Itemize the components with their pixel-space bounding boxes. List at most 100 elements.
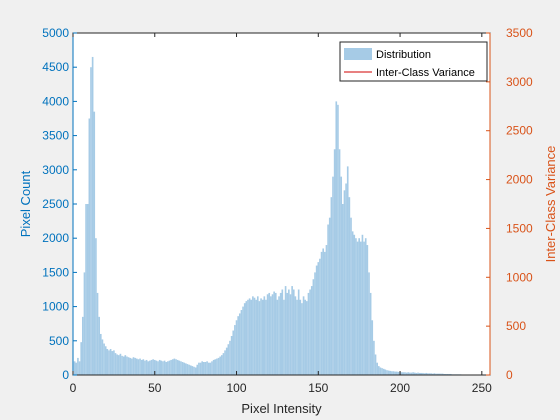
histogram-bar xyxy=(116,354,118,375)
histogram-bar xyxy=(371,320,374,375)
histogram-bar xyxy=(420,372,423,375)
histogram-bar xyxy=(162,361,164,375)
histogram-bar xyxy=(353,234,356,375)
histogram-bar xyxy=(268,292,271,375)
histogram-bar xyxy=(441,373,444,375)
histogram-bar xyxy=(127,357,130,375)
y-left-tick-label: 5000 xyxy=(42,26,69,40)
histogram-bar xyxy=(417,372,419,375)
histogram-bar xyxy=(410,372,413,375)
histogram-bar xyxy=(348,197,351,375)
histogram-bar xyxy=(289,294,292,375)
histogram-bar xyxy=(183,362,186,375)
histogram-bar xyxy=(438,373,441,375)
histogram-bar xyxy=(350,217,352,375)
histogram-bar xyxy=(106,349,109,375)
histogram-bar xyxy=(253,297,256,375)
histogram-bar xyxy=(189,365,192,375)
histogram-bar xyxy=(330,197,333,375)
histogram-bar xyxy=(392,371,395,375)
y-left-tick-label: 500 xyxy=(49,334,69,348)
histogram-bar xyxy=(247,299,249,375)
histogram-bar xyxy=(361,234,364,375)
histogram-bar xyxy=(85,204,87,375)
histogram-bar xyxy=(176,359,179,375)
histogram-bar xyxy=(422,372,424,375)
histogram-bar xyxy=(258,301,261,375)
histogram-bar xyxy=(274,292,277,375)
histogram-bar xyxy=(95,238,97,375)
y-axis-right-label: Inter-Class Variance xyxy=(543,146,558,263)
histogram-bar xyxy=(73,361,76,375)
histogram-bar xyxy=(299,299,302,375)
histogram-bar xyxy=(216,358,218,375)
histogram-bar xyxy=(391,371,393,375)
histogram-bar xyxy=(338,149,341,375)
histogram-bar xyxy=(423,373,426,375)
histogram-bar xyxy=(88,118,91,375)
histogram-bar xyxy=(315,265,318,375)
histogram-bar xyxy=(276,299,279,375)
x-tick-label: 200 xyxy=(390,381,410,395)
histogram-bar xyxy=(119,353,122,375)
histogram-bar xyxy=(402,372,405,375)
histogram-bar xyxy=(214,359,217,375)
histogram-bar xyxy=(448,373,450,375)
histogram-bar xyxy=(325,245,328,375)
histogram-bar xyxy=(428,373,431,375)
histogram-bar xyxy=(163,360,166,375)
histogram-bar xyxy=(248,298,251,375)
histogram-bar xyxy=(427,373,429,375)
histogram-bar xyxy=(288,289,290,375)
histogram-bar xyxy=(376,362,378,375)
histogram-bar xyxy=(155,360,158,375)
histogram-bar xyxy=(243,303,246,375)
histogram-bar xyxy=(132,357,135,375)
histogram-bar xyxy=(144,360,146,375)
histogram-bar xyxy=(78,361,81,375)
y-left-tick-label: 4000 xyxy=(42,94,69,108)
x-axis-label: Pixel Intensity xyxy=(241,401,322,416)
histogram-bar xyxy=(265,299,267,375)
histogram-bar xyxy=(134,357,136,375)
histogram-bar xyxy=(377,366,380,375)
histogram-bar xyxy=(139,358,141,375)
histogram-bar xyxy=(160,360,163,375)
histogram-bar xyxy=(108,350,110,375)
y-left-tick-label: 3500 xyxy=(42,129,69,143)
histogram-bar xyxy=(335,101,338,376)
legend-label-variance: Inter-Class Variance xyxy=(376,67,475,79)
histogram-bar xyxy=(294,296,297,375)
histogram-bar xyxy=(306,301,308,375)
y-axis-left-label: Pixel Count xyxy=(18,170,33,237)
histogram-bar xyxy=(319,258,321,375)
histogram-bar xyxy=(175,359,177,375)
histogram-bar xyxy=(122,356,125,375)
histogram-bar xyxy=(270,296,272,375)
histogram-bar xyxy=(317,262,320,375)
histogram-bar xyxy=(409,372,411,375)
histogram-bar xyxy=(230,336,233,375)
x-tick-label: 0 xyxy=(70,381,77,395)
histogram-bar xyxy=(366,245,369,375)
histogram-bar xyxy=(219,356,221,375)
y-right-tick-label: 1000 xyxy=(506,270,533,284)
histogram-bar xyxy=(206,361,208,375)
histogram-bar xyxy=(98,316,100,375)
histogram-bar xyxy=(374,354,377,375)
histogram-bar xyxy=(324,251,326,375)
histogram-bar xyxy=(201,361,204,375)
histogram-bar xyxy=(180,361,182,375)
histogram-bar xyxy=(83,272,86,375)
histogram-bar xyxy=(242,306,244,375)
histogram-bar xyxy=(435,373,437,375)
histogram-bar xyxy=(250,299,253,375)
legend-label-distribution: Distribution xyxy=(376,49,431,61)
histogram-bar xyxy=(449,373,452,375)
x-tick-label: 50 xyxy=(148,381,162,395)
histogram-bar xyxy=(145,359,148,375)
histogram-bar xyxy=(446,373,449,375)
histogram-bar xyxy=(142,359,145,375)
